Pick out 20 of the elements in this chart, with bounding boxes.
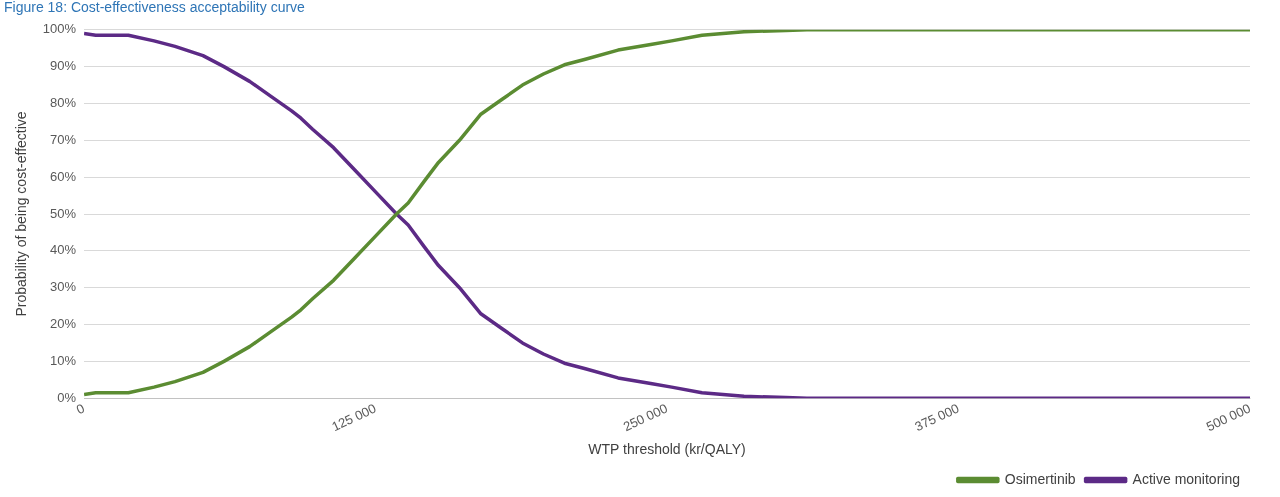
y-tick-label: 30% [50,279,77,295]
x-tick-label: 125 000 [329,400,379,435]
y-tick-label: 0% [57,389,77,405]
legend-label: Active monitoring [1132,470,1241,487]
y-tick-label: 10% [50,352,77,368]
y-tick-label: 50% [50,205,77,221]
y-tick-label: 80% [50,95,77,111]
y-axis-title: Probability of being cost-effective [13,111,30,317]
x-tick-label: 500 000 [1203,400,1253,435]
y-tick-label: 100% [42,21,77,37]
y-tick-label: 90% [50,58,77,74]
x-axis-title: WTP threshold (kr/QALY) [588,441,746,458]
y-tick-label: 20% [50,316,77,332]
chart-title: Figure 18: Cost-effectiveness acceptability curve [3,0,306,15]
y-tick-label: 70% [50,131,77,147]
legend-label: Osimertinib [1004,470,1076,487]
x-tick-label: 375 000 [912,400,962,435]
y-tick-label: 40% [50,242,77,258]
x-tick-label: 250 000 [620,400,670,435]
y-tick-label: 60% [50,168,77,184]
